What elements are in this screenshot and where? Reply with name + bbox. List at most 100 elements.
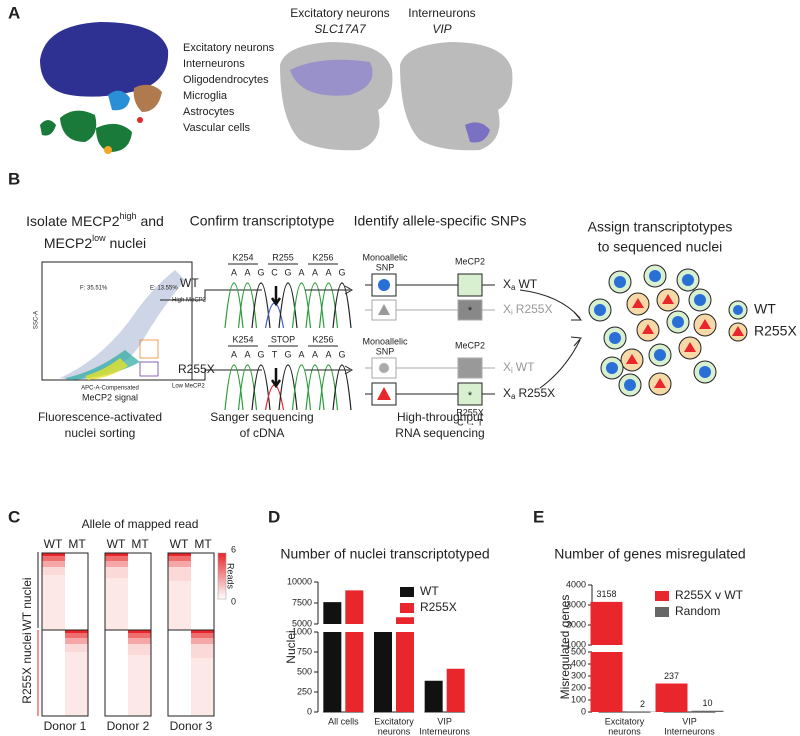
allele-label: Xa WT [503, 277, 538, 292]
x-tick-label: Excitatory [605, 716, 645, 726]
caption: Fluorescence-activated [38, 410, 162, 424]
base-label: A [312, 349, 318, 359]
axis-label: APC-A-Compensated [81, 386, 139, 392]
mutation-label: R255X [456, 407, 484, 417]
x-tick-label: VIP [437, 716, 452, 726]
y-tick-label: 100 [571, 694, 586, 704]
tsne-cluster [40, 22, 169, 97]
column-label: WT [170, 537, 189, 551]
column-label: MT [194, 537, 212, 551]
y-tick-label: 250 [297, 686, 312, 696]
chart-title: Number of nuclei transcriptotyped [280, 546, 489, 562]
bar-charts: D Number of nuclei transcriptotyped Nuclei… [268, 507, 746, 736]
y-tick-label: 300 [571, 670, 586, 680]
y-tick-label: 0 [307, 706, 312, 716]
step-heading: Isolate MECP2high and [26, 211, 164, 228]
snp-diagram: Monoallelic SNP MeCP2 * Monoallelic SNP … [305, 252, 583, 440]
y-tick-label: 1000 [566, 639, 586, 649]
y-tick-label: 500 [571, 646, 586, 656]
value-label: 10 [702, 698, 712, 708]
donor-label: Donor 2 [107, 719, 150, 733]
base-label: A [312, 267, 318, 277]
legend-label: Microglia [183, 90, 228, 102]
gate-label: Low MeCP2 [172, 384, 205, 390]
y-tick-label: 1000 [292, 626, 312, 636]
donor-label: Donor 3 [170, 719, 213, 733]
y-tick-label: 3000 [566, 599, 586, 609]
caption: RNA sequencing [395, 426, 484, 440]
tsne-cluster [133, 84, 162, 112]
map-gene: VIP [432, 22, 451, 36]
tsne-cluster [40, 120, 56, 136]
codon-label: STOP [271, 334, 295, 344]
value-label: 3158 [596, 589, 616, 599]
tsne-cluster [60, 110, 97, 142]
codon-label: K256 [312, 252, 333, 262]
x-tick-label: Excitatory [374, 716, 414, 726]
bar [691, 710, 724, 712]
legend-label: Vascular cells [183, 122, 251, 134]
colorbar [217, 552, 227, 600]
y-axis-title: Misregulated genes [558, 595, 572, 700]
expression-map: Interneurons VIP [400, 6, 513, 151]
tsne-cluster [108, 90, 130, 111]
step-heading: to sequenced nuclei [598, 239, 723, 255]
panel-title: Allele of mapped read [82, 517, 199, 531]
base-label: A [325, 267, 331, 277]
donor-label: Donor 1 [44, 719, 87, 733]
base-label: A [325, 349, 331, 359]
base-label: A [244, 267, 250, 277]
legend-swatch [655, 607, 669, 617]
codon-label: R255 [272, 252, 294, 262]
caption: of cDNA [240, 426, 285, 440]
y-tick-label: 0 [581, 706, 586, 716]
bar [590, 601, 623, 712]
map-title: Interneurons [408, 6, 475, 20]
bar [655, 683, 688, 712]
snp-label: Monoallelic [362, 252, 408, 262]
base-label: G [338, 267, 345, 277]
step-heading: Identify allele-specific SNPs [354, 213, 527, 229]
bar [396, 617, 414, 712]
tsne-cluster [104, 146, 112, 154]
base-label: G [284, 267, 291, 277]
y-tick-label: 5000 [292, 618, 312, 628]
x-tick-label: All cells [328, 716, 359, 726]
legend-label: R255X [420, 600, 457, 614]
bar [323, 602, 342, 712]
legend-label: Random [675, 604, 720, 618]
gene-label: MeCP2 [455, 340, 485, 350]
value-label: 237 [664, 671, 679, 681]
column-label: WT [107, 537, 126, 551]
base-label: C [271, 267, 278, 277]
snp-label: Monoallelic [362, 336, 408, 346]
legend-label: Interneurons [183, 58, 245, 70]
nuclei-legend: WT R255X [728, 300, 797, 342]
allele-label: Xa R255X [503, 386, 555, 401]
legend-swatch [655, 591, 669, 601]
bar [345, 590, 364, 712]
row-label: WT nuclei [20, 577, 34, 630]
panel-letter: A [8, 3, 20, 22]
legend-label: R255X v WT [675, 588, 744, 602]
caption: Sanger sequencing [210, 410, 313, 424]
y-tick-label: 400 [571, 658, 586, 668]
x-tick-label: Interneurons [664, 726, 715, 736]
axis-label: SSC-A [34, 311, 40, 329]
svg-text:*: * [468, 390, 473, 402]
bar [424, 680, 443, 712]
column-label: MT [131, 537, 149, 551]
base-label: G [257, 267, 264, 277]
allele-label: Xi WT [503, 360, 535, 375]
step-heading: Assign transcriptotypes [588, 219, 733, 235]
map-gene: SLC17A7 [314, 22, 367, 36]
column-label: MT [68, 537, 86, 551]
step-heading: Confirm transcriptotype [190, 213, 335, 229]
snp-label: SNP [376, 262, 395, 272]
base-label: G [338, 349, 345, 359]
gate-label: F: 35.51% [80, 286, 108, 292]
panel-b: B Isolate MECP2high and MECP2low nuclei … [8, 169, 797, 440]
y-axis-title: Nuclei [284, 630, 298, 663]
